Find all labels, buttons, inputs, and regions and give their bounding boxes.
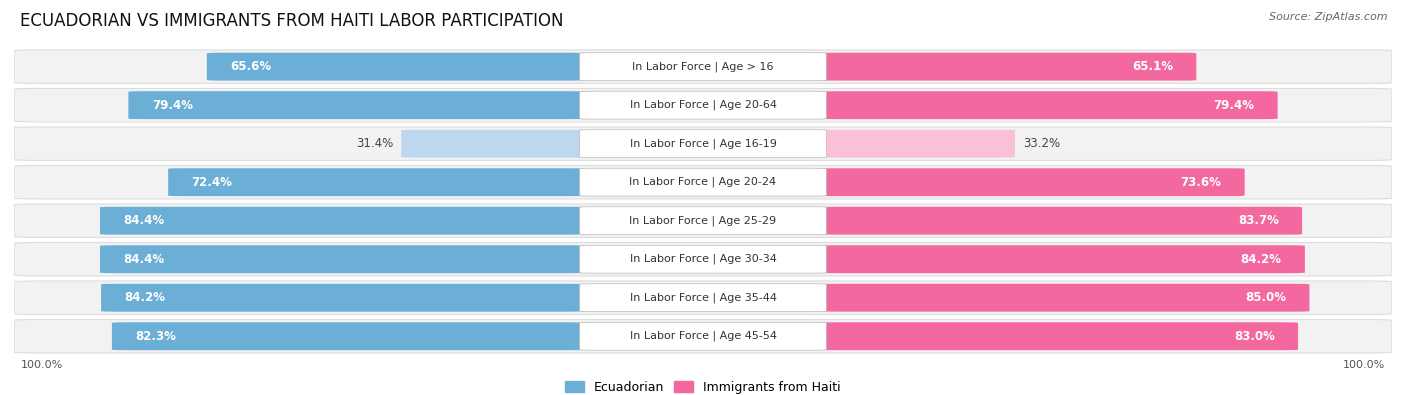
Text: In Labor Force | Age 45-54: In Labor Force | Age 45-54	[630, 331, 776, 342]
Text: 100.0%: 100.0%	[21, 360, 63, 370]
Text: 100.0%: 100.0%	[1343, 360, 1385, 370]
Text: In Labor Force | Age 20-24: In Labor Force | Age 20-24	[630, 177, 776, 188]
Text: 65.6%: 65.6%	[231, 60, 271, 73]
FancyBboxPatch shape	[579, 322, 827, 350]
Text: 79.4%: 79.4%	[1213, 99, 1254, 112]
Text: In Labor Force | Age > 16: In Labor Force | Age > 16	[633, 61, 773, 72]
FancyBboxPatch shape	[14, 88, 1392, 122]
Text: 83.7%: 83.7%	[1237, 214, 1278, 227]
Text: 82.3%: 82.3%	[135, 330, 176, 343]
FancyBboxPatch shape	[14, 127, 1392, 160]
Text: 84.4%: 84.4%	[124, 253, 165, 266]
Text: 72.4%: 72.4%	[191, 176, 232, 189]
Text: 33.2%: 33.2%	[1024, 137, 1060, 150]
Text: 83.0%: 83.0%	[1234, 330, 1275, 343]
Text: In Labor Force | Age 16-19: In Labor Force | Age 16-19	[630, 138, 776, 149]
FancyBboxPatch shape	[579, 245, 827, 273]
FancyBboxPatch shape	[821, 245, 1305, 273]
FancyBboxPatch shape	[128, 91, 585, 119]
Text: In Labor Force | Age 35-44: In Labor Force | Age 35-44	[630, 292, 776, 303]
FancyBboxPatch shape	[101, 284, 585, 312]
Text: In Labor Force | Age 25-29: In Labor Force | Age 25-29	[630, 215, 776, 226]
FancyBboxPatch shape	[579, 284, 827, 312]
Text: 31.4%: 31.4%	[356, 137, 392, 150]
FancyBboxPatch shape	[821, 53, 1197, 81]
FancyBboxPatch shape	[207, 53, 585, 81]
FancyBboxPatch shape	[100, 245, 585, 273]
FancyBboxPatch shape	[401, 130, 585, 158]
Text: 65.1%: 65.1%	[1132, 60, 1173, 73]
Text: 85.0%: 85.0%	[1246, 291, 1286, 304]
FancyBboxPatch shape	[821, 284, 1309, 312]
Text: In Labor Force | Age 20-64: In Labor Force | Age 20-64	[630, 100, 776, 111]
Text: 84.2%: 84.2%	[125, 291, 166, 304]
FancyBboxPatch shape	[14, 281, 1392, 314]
FancyBboxPatch shape	[14, 243, 1392, 276]
FancyBboxPatch shape	[579, 130, 827, 158]
FancyBboxPatch shape	[821, 322, 1298, 350]
Text: 79.4%: 79.4%	[152, 99, 193, 112]
Text: 73.6%: 73.6%	[1181, 176, 1222, 189]
Text: 84.4%: 84.4%	[124, 214, 165, 227]
FancyBboxPatch shape	[579, 168, 827, 196]
FancyBboxPatch shape	[14, 320, 1392, 353]
FancyBboxPatch shape	[14, 50, 1392, 83]
FancyBboxPatch shape	[100, 207, 585, 235]
Text: In Labor Force | Age 30-34: In Labor Force | Age 30-34	[630, 254, 776, 265]
FancyBboxPatch shape	[821, 130, 1015, 158]
FancyBboxPatch shape	[14, 166, 1392, 199]
FancyBboxPatch shape	[579, 207, 827, 235]
FancyBboxPatch shape	[14, 204, 1392, 237]
FancyBboxPatch shape	[821, 207, 1302, 235]
FancyBboxPatch shape	[579, 53, 827, 81]
FancyBboxPatch shape	[821, 91, 1278, 119]
Legend: Ecuadorian, Immigrants from Haiti: Ecuadorian, Immigrants from Haiti	[560, 376, 846, 395]
Text: ECUADORIAN VS IMMIGRANTS FROM HAITI LABOR PARTICIPATION: ECUADORIAN VS IMMIGRANTS FROM HAITI LABO…	[20, 12, 564, 30]
Text: Source: ZipAtlas.com: Source: ZipAtlas.com	[1270, 12, 1388, 22]
FancyBboxPatch shape	[112, 322, 585, 350]
Text: 84.2%: 84.2%	[1240, 253, 1281, 266]
FancyBboxPatch shape	[169, 168, 585, 196]
FancyBboxPatch shape	[821, 168, 1244, 196]
FancyBboxPatch shape	[579, 91, 827, 119]
